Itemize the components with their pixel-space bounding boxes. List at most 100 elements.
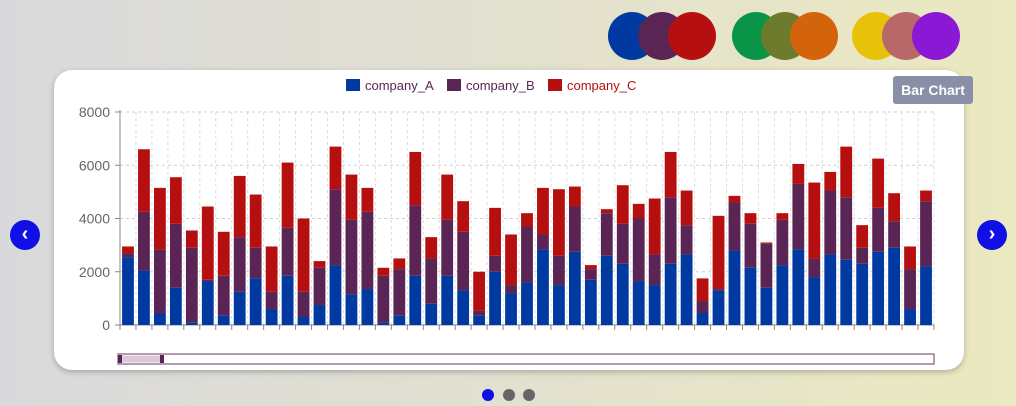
bar-company_A-48	[872, 251, 885, 325]
bar-company_C-7	[217, 231, 230, 276]
bar-company_C-32	[616, 185, 629, 224]
bar-company_C-51	[920, 190, 932, 202]
bar-company_A-37	[696, 313, 709, 325]
bar-company_A-25	[505, 293, 517, 325]
zoom-slider-track[interactable]	[117, 353, 935, 365]
bar-company_A-8	[233, 291, 246, 325]
bar-company_A-51	[920, 266, 932, 325]
bar-company_B-13	[313, 267, 326, 306]
bar-company_A-5	[185, 322, 198, 325]
bar-company_B-14	[329, 189, 342, 266]
bar-company_C-9	[249, 194, 262, 248]
bar-company_C-35	[664, 151, 677, 198]
zoom-slider-handle-right[interactable]	[160, 355, 164, 363]
bar-company_C-5	[185, 230, 198, 248]
bar-company_C-11	[281, 162, 294, 228]
pagination-dot-1[interactable]	[482, 389, 494, 401]
bar-company_C-10	[265, 246, 278, 292]
bar-company_A-49	[888, 247, 901, 325]
prev-button[interactable]: ‹	[10, 220, 40, 250]
palette-group-3[interactable]	[852, 12, 960, 60]
bar-company_A-17	[377, 322, 390, 325]
bar-company_B-31	[600, 213, 613, 256]
bar-company_B-10	[265, 291, 278, 310]
bar-company_B-43	[792, 183, 805, 250]
bar-company_C-17	[377, 267, 390, 276]
bar-company_B-30	[584, 269, 597, 280]
bar-company_C-15	[345, 174, 358, 220]
bar-company_A-24	[489, 271, 501, 325]
bar-company_A-32	[616, 263, 629, 325]
next-button[interactable]: ›	[977, 220, 1007, 250]
bar-company_B-51	[920, 201, 932, 267]
bar-company_C-28	[553, 189, 565, 256]
bar-company_B-8	[233, 237, 246, 292]
bar-company_B-33	[632, 218, 645, 282]
bar-company_C-38	[712, 215, 725, 290]
bar-company_C-24	[489, 207, 501, 256]
bar-company_C-31	[600, 209, 613, 214]
bar-company_B-40	[744, 223, 757, 268]
bar-company_B-36	[680, 225, 693, 255]
bar-company_C-25	[505, 234, 517, 286]
bar-company_C-39	[728, 195, 741, 203]
bar-company_A-18	[393, 315, 406, 325]
bar-company_A-9	[249, 278, 262, 325]
bar-company_C-26	[521, 213, 533, 227]
bar-company_A-39	[728, 250, 741, 325]
bar-company_C-43	[792, 163, 805, 184]
bar-company_C-14	[329, 146, 342, 190]
bar-company_C-50	[904, 246, 916, 270]
bar-company_A-42	[776, 265, 789, 325]
bar-company_C-41	[760, 242, 773, 244]
bar-company_A-31	[600, 255, 613, 325]
bar-company_A-22	[457, 290, 470, 325]
bar-company_B-1	[122, 253, 134, 258]
legend-label-company_A: company_A	[365, 78, 434, 93]
bar-company_B-20	[425, 258, 438, 304]
bar-company_B-12	[297, 291, 310, 318]
bar-company_A-11	[281, 275, 294, 325]
bar-company_B-7	[217, 275, 230, 316]
bar-company_C-36	[680, 190, 693, 226]
bar-company_A-23	[473, 315, 486, 325]
bar-company_C-27	[537, 187, 549, 235]
bar-company_A-20	[425, 303, 438, 325]
zoom-slider-handle-left[interactable]	[118, 355, 122, 363]
bar-company_B-47	[856, 247, 869, 264]
bar-company_A-41	[760, 287, 773, 325]
bar-company_C-48	[872, 158, 885, 208]
bar-company_A-13	[313, 305, 326, 325]
bar-company_B-50	[904, 269, 916, 310]
bar-company_A-35	[664, 263, 677, 325]
palette-1-swatch-3[interactable]	[668, 12, 716, 60]
pagination-dot-2[interactable]	[503, 389, 515, 401]
bar-company_C-2	[138, 149, 150, 212]
bar-company_A-45	[824, 254, 837, 325]
palette-2-swatch-3[interactable]	[790, 12, 838, 60]
chart-type-tooltip: Bar Chart	[893, 76, 973, 104]
y-tick-label: 8000	[79, 104, 110, 120]
bar-company_A-46	[840, 259, 853, 325]
bar-company_B-39	[728, 202, 741, 251]
bar-company_A-4	[169, 287, 182, 325]
bar-company_A-19	[409, 275, 422, 325]
palette-group-1[interactable]	[608, 12, 716, 60]
bar-company_B-2	[138, 211, 150, 271]
legend-swatch-company_A	[346, 79, 360, 91]
bar-company_A-6	[201, 281, 214, 325]
chevron-right-icon: ›	[988, 223, 996, 245]
zoom-slider-window[interactable]	[120, 355, 162, 363]
bar-company_A-33	[632, 281, 645, 325]
bar-company_A-30	[584, 279, 597, 325]
bar-company_A-21	[441, 275, 454, 325]
bar-company_C-6	[201, 206, 214, 280]
bar-company_C-3	[153, 187, 166, 250]
palette-group-2[interactable]	[732, 12, 840, 60]
bar-company_A-1	[122, 257, 134, 325]
y-tick-label: 6000	[79, 157, 110, 173]
palette-3-swatch-3[interactable]	[912, 12, 960, 60]
bar-company_C-37	[696, 278, 709, 302]
bar-company_C-21	[441, 174, 454, 220]
pagination-dot-3[interactable]	[523, 389, 535, 401]
